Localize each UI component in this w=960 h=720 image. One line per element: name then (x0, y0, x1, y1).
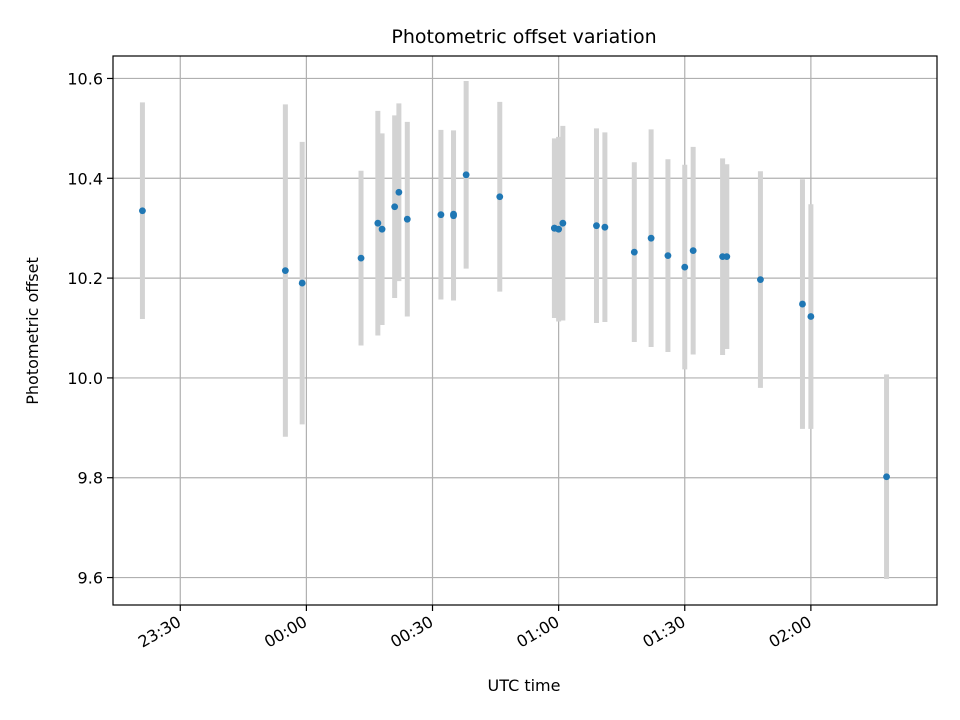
data-point (664, 252, 672, 260)
data-point (689, 247, 697, 255)
y-tick-label: 9.8 (78, 469, 103, 488)
data-point (647, 234, 655, 242)
data-point (403, 215, 411, 223)
data-point (555, 225, 563, 233)
plot-frame (112, 55, 938, 606)
chart-title: Photometric offset variation (391, 26, 656, 48)
data-point (450, 210, 457, 218)
y-tick-label: 9.6 (78, 569, 103, 588)
data-point (593, 222, 600, 230)
data-point (883, 473, 890, 481)
data-point (601, 223, 609, 231)
data-point (723, 253, 731, 261)
y-tick-label: 10.0 (67, 369, 103, 388)
grid-layer (113, 56, 937, 605)
point-layer (139, 171, 890, 481)
data-point (496, 193, 504, 201)
data-point (462, 171, 470, 179)
data-point (298, 279, 306, 287)
data-point (559, 219, 567, 227)
data-point (395, 188, 403, 196)
data-point (357, 254, 365, 262)
y-tick-label: 10.4 (67, 169, 103, 188)
data-point (139, 207, 146, 215)
data-point (681, 263, 689, 271)
y-tick-label: 10.2 (67, 269, 103, 288)
x-axis-label: UTC time (488, 676, 561, 695)
data-point (437, 211, 445, 219)
data-point (757, 276, 764, 283)
data-point (374, 219, 382, 227)
y-axis-label: Photometric offset (23, 257, 42, 405)
data-point (378, 225, 386, 233)
data-point (799, 300, 806, 308)
y-tick-label: 10.6 (67, 69, 103, 88)
data-point (391, 203, 399, 211)
data-point (807, 313, 815, 320)
data-point (630, 248, 638, 256)
data-point (281, 267, 289, 275)
